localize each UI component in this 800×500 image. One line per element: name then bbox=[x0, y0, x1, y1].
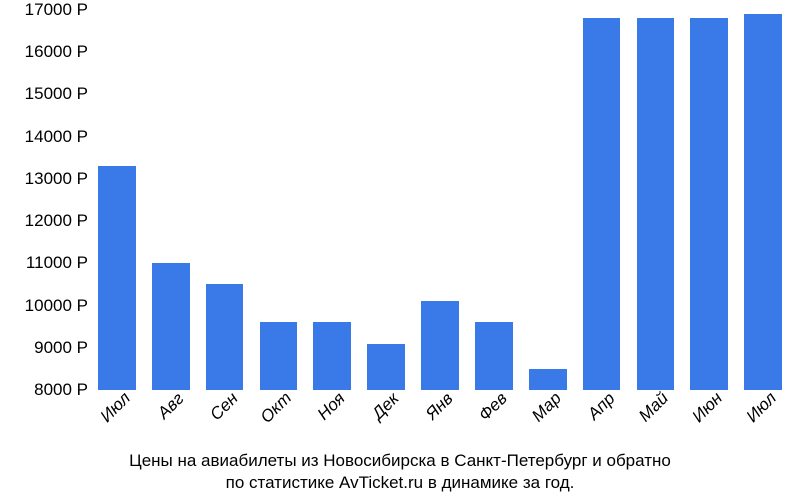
bar bbox=[98, 166, 136, 390]
x-label-slot: Мар bbox=[521, 392, 575, 452]
x-label-slot: Июн bbox=[682, 392, 736, 452]
x-label: Июн bbox=[689, 388, 727, 426]
bar-slot bbox=[467, 10, 521, 390]
bar-slot bbox=[413, 10, 467, 390]
x-label: Июл bbox=[96, 388, 134, 426]
x-label: Окт bbox=[257, 388, 296, 427]
bar bbox=[475, 322, 513, 390]
bar bbox=[367, 344, 405, 390]
bar bbox=[313, 322, 351, 390]
bar-slot bbox=[359, 10, 413, 390]
bar bbox=[421, 301, 459, 390]
x-label: Янв bbox=[422, 389, 457, 424]
plot-area bbox=[90, 10, 790, 390]
y-tick-label: 8000 Р bbox=[8, 380, 88, 400]
bar-slot bbox=[682, 10, 736, 390]
x-label-slot: Окт bbox=[252, 392, 306, 452]
bar bbox=[583, 18, 621, 390]
x-label: Июл bbox=[743, 388, 781, 426]
y-tick-label: 10000 Р bbox=[8, 296, 88, 316]
x-label-slot: Авг bbox=[144, 392, 198, 452]
bar bbox=[529, 369, 567, 390]
bar-slot bbox=[628, 10, 682, 390]
bar bbox=[690, 18, 728, 390]
x-axis: ИюлАвгСенОктНояДекЯнвФевМарАпрМайИюнИюл bbox=[90, 392, 790, 452]
bar-slot bbox=[575, 10, 629, 390]
x-label-slot: Сен bbox=[198, 392, 252, 452]
bar-slot bbox=[736, 10, 790, 390]
y-tick-label: 11000 Р bbox=[8, 253, 88, 273]
y-tick-label: 17000 Р bbox=[8, 0, 88, 20]
y-tick-label: 15000 Р bbox=[8, 84, 88, 104]
bar bbox=[744, 14, 782, 390]
x-label-slot: Июл bbox=[90, 392, 144, 452]
x-label: Фев bbox=[475, 389, 512, 426]
x-label: Дек bbox=[368, 389, 403, 424]
bar-slot bbox=[305, 10, 359, 390]
x-label-slot: Апр bbox=[575, 392, 629, 452]
x-label-slot: Дек bbox=[359, 392, 413, 452]
y-tick-label: 14000 Р bbox=[8, 127, 88, 147]
bar bbox=[206, 284, 244, 390]
x-label-slot: Ноя bbox=[305, 392, 359, 452]
chart-caption: Цены на авиабилеты из Новосибирска в Сан… bbox=[0, 450, 800, 494]
bar bbox=[637, 18, 675, 390]
x-label-slot: Июл bbox=[736, 392, 790, 452]
x-label: Сен bbox=[206, 389, 242, 425]
y-tick-label: 16000 Р bbox=[8, 42, 88, 62]
bar-slot bbox=[252, 10, 306, 390]
caption-line-1: Цены на авиабилеты из Новосибирска в Сан… bbox=[129, 451, 671, 470]
x-label-slot: Янв bbox=[413, 392, 467, 452]
x-label: Мар bbox=[528, 388, 566, 426]
x-label: Май bbox=[635, 388, 673, 426]
caption-line-2: по статистике AvTicket.ru в динамике за … bbox=[226, 473, 575, 492]
x-label-slot: Фев bbox=[467, 392, 521, 452]
bar-slot bbox=[90, 10, 144, 390]
price-chart: 8000 Р 9000 Р 10000 Р 11000 Р 12000 Р 13000 Р… bbox=[0, 0, 800, 500]
bar bbox=[260, 322, 298, 390]
bars-container bbox=[90, 10, 790, 390]
x-label: Апр bbox=[583, 389, 618, 424]
bar-slot bbox=[521, 10, 575, 390]
x-label: Ноя bbox=[314, 389, 350, 425]
y-tick-label: 13000 Р bbox=[8, 169, 88, 189]
bar-slot bbox=[144, 10, 198, 390]
bar bbox=[152, 263, 190, 390]
y-tick-label: 9000 Р bbox=[8, 338, 88, 358]
y-tick-label: 12000 Р bbox=[8, 211, 88, 231]
x-label-slot: Май bbox=[628, 392, 682, 452]
bar-slot bbox=[198, 10, 252, 390]
x-label: Авг bbox=[154, 389, 188, 423]
